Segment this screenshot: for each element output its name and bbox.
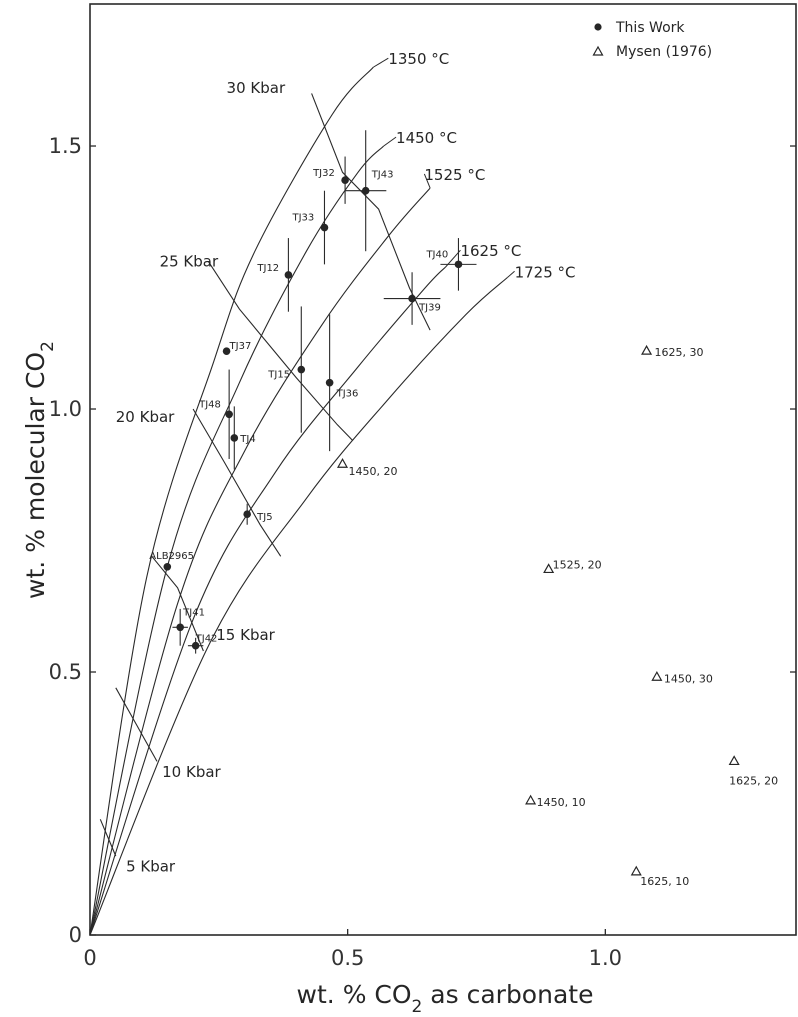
isotherm-label-1450-c: 1450 °C (396, 129, 457, 147)
isobar-label-5-kbar: 5 Kbar (126, 858, 176, 876)
point-label-mysen-1450-20: 1450, 20 (349, 465, 398, 478)
isotherm-leader (373, 57, 389, 68)
point-label-mysen-1525-20: 1525, 20 (553, 558, 602, 571)
legend: This Work Mysen (1976) (592, 20, 712, 60)
curve-labels: 1350 °C 1450 °C 1525 °C 1625 °C 1725 °C 30 Kb… (116, 50, 576, 875)
x-tick-label: 0.5 (331, 946, 364, 970)
plot-frame (89, 3, 797, 936)
isobar-curves (99, 93, 431, 857)
point-labels: TJ32 TJ43 TJ33 TJ12 TJ40 TJ39 TJ37 TJ15 TJ36 TJ48… (149, 168, 778, 888)
legend-circle-marker (594, 23, 602, 31)
isobar-30-kbar (311, 93, 431, 331)
point-tj37 (222, 347, 231, 355)
y-axis-title-main: wt. % molecular CO (21, 352, 50, 599)
x-axis-title-rest: as carbonate (422, 980, 593, 1009)
point-label-tj39: TJ39 (418, 303, 441, 314)
error-bars (172, 130, 477, 654)
x-axis-title: wt. % CO2 as carbonate (297, 980, 594, 1017)
isotherm-leader (507, 270, 515, 278)
point-label-tj37: TJ37 (229, 341, 252, 352)
legend-label-this-work: This Work (615, 20, 685, 36)
point-label-mysen-1625-10: 1625, 10 (640, 875, 689, 888)
y-tick-label: 1.0 (49, 397, 82, 421)
point-tj4 (230, 434, 239, 442)
y-axis-title-sub: 2 (38, 341, 58, 352)
point-label-tj36: TJ36 (336, 389, 359, 400)
x-tick-label: 1.0 (589, 946, 622, 970)
isotherm-leader (383, 136, 397, 147)
legend-label-mysen: Mysen (1976) (616, 44, 712, 60)
isotherm-label-1625-c: 1625 °C (460, 242, 521, 260)
legend-triangle-marker (592, 45, 604, 56)
isotherm-1525-c (89, 187, 431, 936)
x-tick-label: 0 (83, 946, 96, 970)
point-label-tj5: TJ5 (256, 512, 272, 523)
point-mysen-1525-20 (543, 563, 555, 574)
point-label-mysen-1625-20: 1625, 20 (729, 774, 778, 787)
point-label-mysen-1450-10: 1450, 10 (537, 796, 586, 809)
point-label-tj33: TJ33 (291, 213, 314, 224)
point-label-tj48: TJ48 (198, 399, 221, 410)
isobar-label-20-kbar: 20 Kbar (116, 408, 175, 426)
isobar-label-15-kbar: 15 Kbar (216, 626, 275, 644)
x-axis-ticks: 0 0.5 1.0 (83, 929, 622, 970)
isobar-20-kbar (192, 408, 282, 557)
point-tj42 (191, 641, 200, 650)
point-label-tj4: TJ4 (239, 434, 255, 445)
point-label-mysen-1625-30: 1625, 30 (655, 346, 704, 359)
isotherm-curves (89, 66, 508, 936)
point-label-alb2965: ALB2965 (149, 551, 194, 562)
y-tick-label: 0.5 (49, 660, 82, 684)
point-tj43 (361, 186, 370, 195)
x-axis-title-sub: 2 (412, 997, 423, 1017)
point-tj36 (325, 378, 334, 387)
point-tj48 (225, 410, 233, 419)
isobar-15-kbar (151, 555, 204, 652)
isobar-10-kbar (115, 687, 158, 762)
isotherm-1725-c (89, 277, 508, 936)
isotherm-leader (423, 173, 431, 189)
point-label-tj40: TJ40 (425, 249, 448, 260)
point-label-tj32: TJ32 (312, 168, 335, 179)
isobar-label-25-kbar: 25 Kbar (160, 253, 219, 271)
point-mysen-1625-30 (641, 344, 653, 355)
y-tick-label: 1.5 (49, 134, 82, 158)
point-tj40 (454, 260, 463, 269)
point-mysen-1625-20 (728, 755, 740, 766)
point-label-tj43: TJ43 (371, 170, 394, 181)
isotherm-1450-c (89, 145, 385, 936)
isobar-25-kbar (208, 261, 354, 441)
point-mysen-1625-10 (630, 865, 642, 876)
point-label-tj15: TJ15 (267, 370, 290, 381)
point-label-tj41: TJ41 (182, 607, 205, 618)
point-tj33 (320, 223, 329, 232)
isobar-5-kbar (99, 819, 117, 857)
point-label-tj42: TJ42 (195, 634, 218, 645)
point-mysen-1450-30 (651, 671, 663, 681)
isotherm-label-1525-c: 1525 °C (424, 166, 485, 184)
isotherm-1350-c (89, 66, 374, 936)
y-tick-label: 0 (69, 923, 82, 947)
point-mysen-1450-20 (336, 458, 349, 468)
point-alb2965 (163, 563, 172, 571)
isotherm-1625-c (89, 266, 446, 936)
point-tj12 (284, 271, 293, 279)
isobar-label-10-kbar: 10 Kbar (162, 763, 221, 781)
point-label-mysen-1450-30: 1450, 30 (664, 672, 713, 685)
y-axis-title: wt. % molecular CO2 (21, 341, 58, 599)
isotherm-label-1350-c: 1350 °C (388, 50, 449, 68)
point-tj32 (341, 176, 349, 185)
point-tj39 (408, 294, 416, 303)
point-label-tj12: TJ12 (256, 263, 279, 274)
point-tj5 (243, 510, 251, 519)
x-axis-title-main: wt. % CO (297, 980, 412, 1009)
isobar-label-30-kbar: 30 Kbar (227, 79, 286, 97)
y-axis-ticks: 0 0.5 1.0 1.5 (49, 134, 796, 947)
point-mysen-1450-10 (525, 794, 537, 805)
point-tj15 (297, 365, 306, 374)
point-tj41 (176, 623, 184, 632)
isotherm-label-1725-c: 1725 °C (515, 263, 576, 281)
data-points (163, 176, 740, 876)
